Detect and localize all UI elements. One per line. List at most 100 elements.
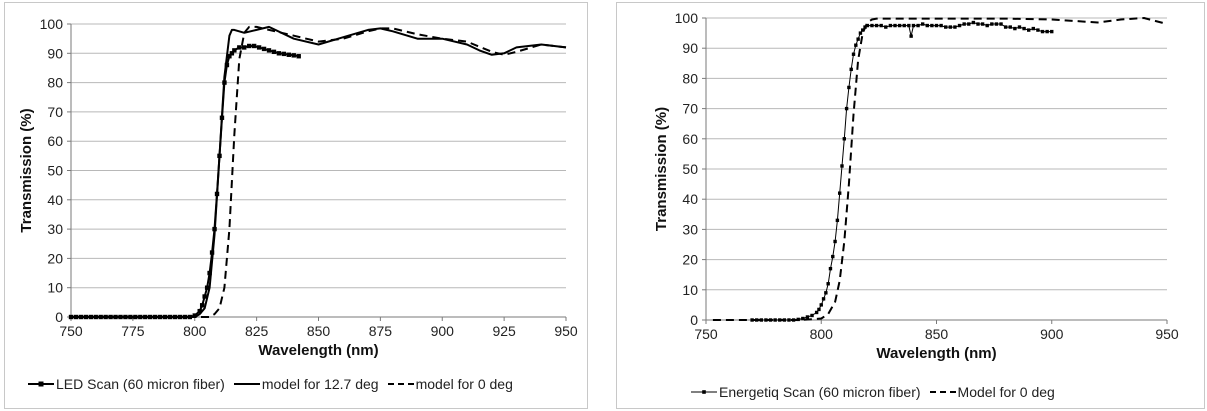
legend-swatch-0 (691, 390, 717, 394)
series-1 (712, 17, 1168, 321)
data-point (824, 291, 828, 295)
data-point (844, 106, 849, 111)
y-tick-label: 10 (47, 280, 63, 296)
y-tick-label: 30 (682, 221, 698, 237)
data-point (861, 28, 865, 32)
series-line-1 (712, 17, 1168, 321)
data-point (976, 22, 980, 26)
data-point (835, 218, 840, 223)
data-point (948, 25, 953, 29)
data-point (907, 23, 911, 28)
y-tick-label: 40 (47, 192, 63, 208)
data-point (902, 23, 906, 28)
data-point (980, 22, 985, 26)
data-point (759, 318, 764, 322)
y-tick-label: 0 (55, 309, 63, 325)
data-point (229, 51, 235, 56)
data-point (934, 23, 939, 28)
data-point (773, 318, 777, 322)
x-tick-label: 825 (245, 323, 269, 339)
chart-right: 0 10 20 30 40 50 60 70 80 90 100 750 800 850 900 950 Wav… (653, 10, 1179, 362)
data-point (251, 43, 257, 49)
data-point (916, 23, 920, 28)
y-tick-label: 50 (682, 161, 698, 177)
data-point (930, 23, 934, 28)
x-tick-label: 925 (492, 323, 516, 339)
y-tick-label: 0 (690, 312, 698, 328)
data-point (994, 22, 999, 26)
data-point (286, 52, 291, 57)
y-tick-label: 20 (47, 250, 63, 266)
data-point (227, 54, 232, 59)
data-point (197, 308, 202, 314)
legend-item-1: Model for 0 deg (929, 384, 1055, 400)
series-2 (71, 25, 567, 318)
y-tick-label: 100 (40, 16, 64, 32)
data-point (271, 49, 277, 55)
series-line-1 (71, 25, 567, 318)
data-point (920, 22, 925, 26)
series-0 (68, 43, 301, 320)
y-tick-label: 80 (682, 70, 698, 86)
data-point (810, 313, 814, 318)
legend-item-0: Energetiq Scan (60 micron fiber) (690, 384, 921, 400)
data-point (826, 282, 830, 286)
data-point (291, 53, 296, 58)
chart-frame-left (4, 2, 588, 409)
data-point (870, 23, 874, 28)
data-point (985, 23, 989, 28)
legend-item-0: LED Scan (60 micron fiber) (27, 376, 225, 392)
data-point (999, 22, 1003, 26)
x-tick-label: 900 (1040, 326, 1064, 342)
data-point (893, 23, 897, 28)
x-tick-label: 850 (307, 323, 331, 339)
data-point (953, 25, 957, 29)
data-point (874, 23, 879, 28)
legend-swatch-2 (387, 383, 414, 385)
data-point (1027, 28, 1031, 32)
data-point (296, 54, 301, 59)
gridlines (71, 23, 566, 289)
series-1 (71, 25, 567, 318)
data-point (884, 25, 888, 29)
legend-item-2: model for 0 deg (387, 376, 513, 392)
x-tick-label: 800 (810, 326, 834, 342)
data-point (957, 23, 962, 28)
data-point (865, 23, 870, 28)
data-point (202, 294, 207, 299)
legend-item-1: model for 12.7 deg (233, 376, 379, 392)
x-tick-label: 850 (925, 326, 949, 342)
data-point (888, 23, 893, 28)
data-point (237, 45, 242, 50)
data-point (266, 48, 272, 53)
y-tick-label: 30 (47, 221, 63, 237)
data-point (801, 316, 805, 321)
chart-frame-right (616, 2, 1205, 409)
legend-swatch-1 (233, 383, 260, 385)
legend-label: LED Scan (60 micron fiber) (56, 376, 225, 392)
y-tick-label: 40 (682, 191, 698, 207)
data-point (897, 23, 902, 28)
y-tick-label: 70 (47, 104, 63, 120)
y-tick-label: 70 (682, 101, 698, 117)
data-point (1036, 28, 1040, 32)
x-tick-label: 875 (369, 323, 393, 339)
data-point (967, 22, 971, 26)
y-tick-label: 60 (47, 133, 63, 149)
y-axis-label: Transmission (%) (18, 108, 35, 232)
legend-label: model for 0 deg (415, 376, 513, 392)
legend-swatch-1 (929, 391, 956, 393)
y-tick-label: 50 (47, 163, 63, 179)
data-point (831, 254, 835, 259)
data-point (842, 137, 846, 141)
data-point (837, 191, 842, 195)
chart-panel-right: 0 10 20 30 40 50 60 70 80 90 100 750 800 850 900 950 Wav… (612, 0, 1207, 411)
legend-label: Model for 0 deg (957, 384, 1055, 400)
data-point (962, 22, 966, 26)
y-tick-label: 80 (47, 75, 63, 91)
data-point (909, 34, 913, 38)
data-point (787, 318, 791, 322)
data-point (817, 307, 821, 312)
data-point (840, 164, 844, 168)
data-point (851, 52, 856, 56)
